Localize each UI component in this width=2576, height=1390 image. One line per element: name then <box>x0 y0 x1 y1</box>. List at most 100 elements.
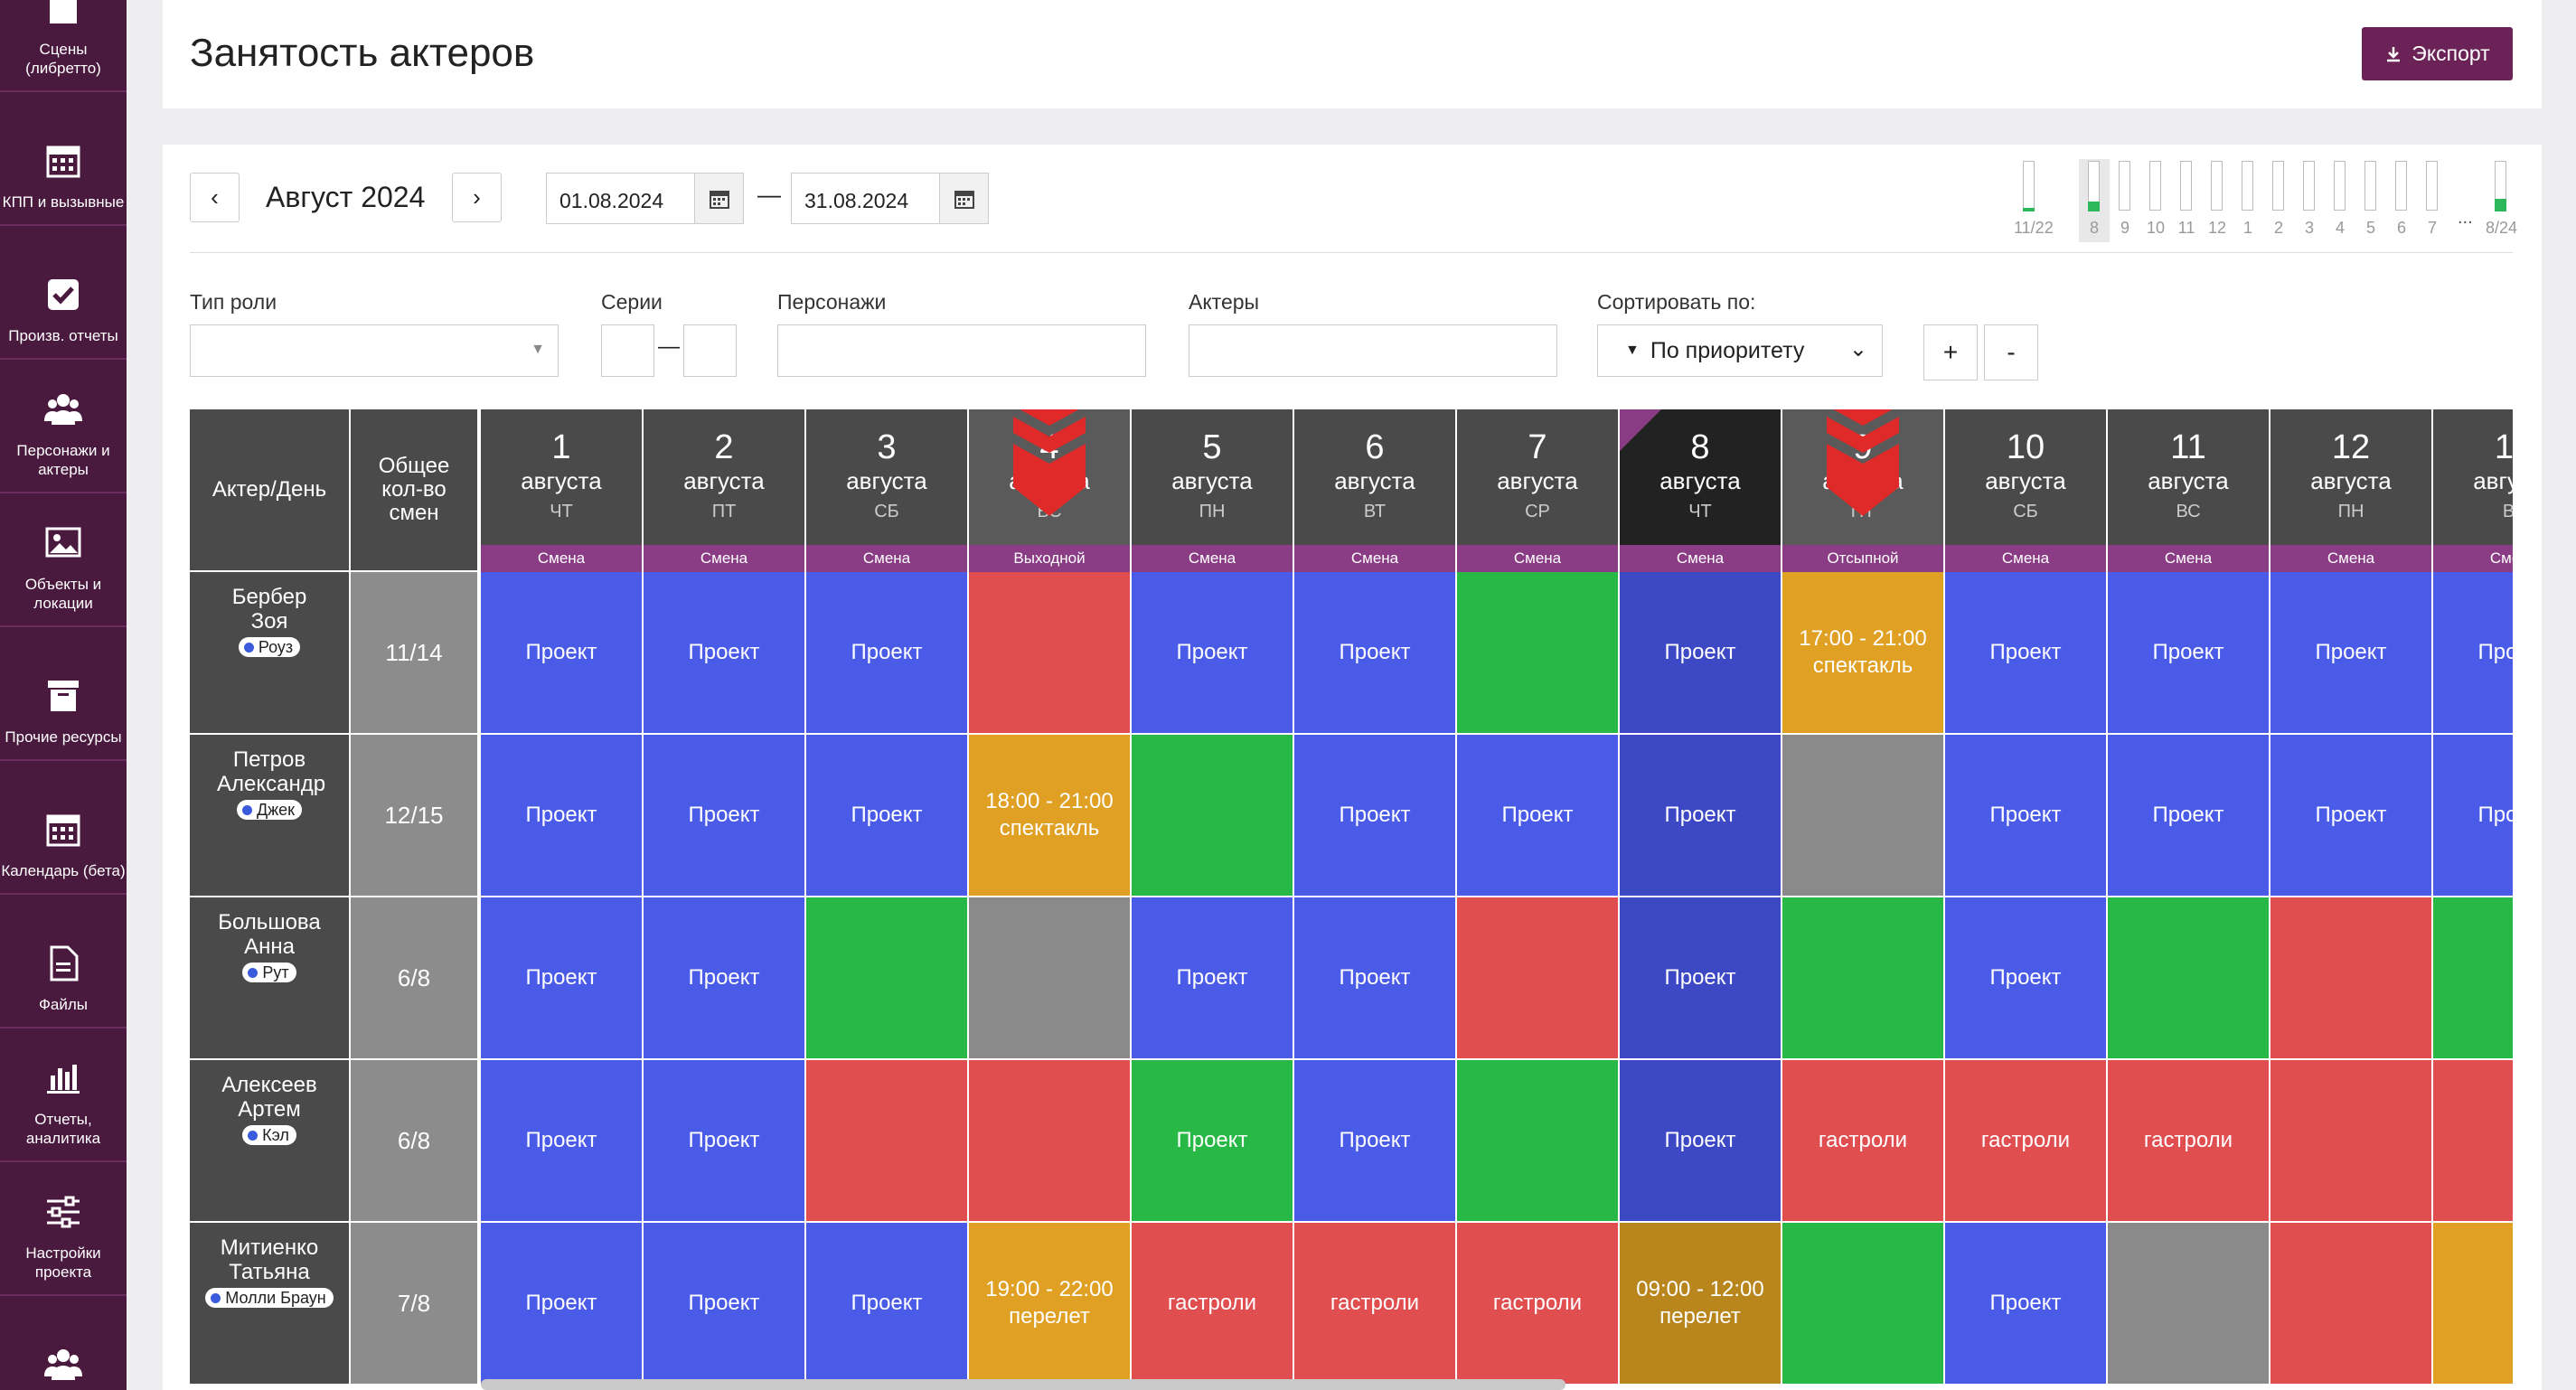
schedule-cell[interactable]: Проект <box>481 1060 642 1221</box>
zoom-in-button[interactable]: + <box>1923 324 1978 380</box>
schedule-cell[interactable]: Проект <box>1620 735 1781 896</box>
schedule-cell[interactable] <box>806 1060 967 1221</box>
schedule-cell[interactable] <box>2270 1223 2431 1384</box>
schedule-cell[interactable]: Проект <box>644 735 804 896</box>
schedule-cell[interactable] <box>1457 1060 1618 1221</box>
schedule-cell[interactable] <box>2433 1060 2513 1221</box>
schedule-cell[interactable] <box>1782 897 1943 1058</box>
day-header[interactable]: 6 августа ВТ Смена <box>1294 409 1455 572</box>
schedule-cell[interactable]: Проект <box>1620 572 1781 733</box>
sidebar-item[interactable]: Произв. отчеты <box>0 228 127 360</box>
schedule-cell[interactable]: 17:00 - 21:00 спектакль <box>1782 572 1943 733</box>
characters-input[interactable] <box>777 324 1146 377</box>
schedule-cell[interactable]: гастроли <box>2108 1060 2269 1221</box>
schedule-cell[interactable]: Проект <box>1294 735 1455 896</box>
schedule-cell[interactable] <box>1457 572 1618 733</box>
schedule-cell[interactable]: Проект <box>481 1223 642 1384</box>
mini-day[interactable]: 7 <box>2417 159 2448 242</box>
schedule-cell[interactable] <box>969 572 1130 733</box>
schedule-cell[interactable]: Проект <box>806 1223 967 1384</box>
schedule-cell[interactable]: гастроли <box>1457 1223 1618 1384</box>
schedule-cell[interactable] <box>806 897 967 1058</box>
actor-name-cell[interactable]: Алексеев Артем Кэл <box>190 1060 349 1221</box>
sidebar-item[interactable]: Отчеты, аналитика <box>0 1030 127 1162</box>
mini-day[interactable]: 4 <box>2325 159 2355 242</box>
schedule-cell[interactable]: Проект <box>1294 897 1455 1058</box>
sidebar-item[interactable]: Настройки проекта <box>0 1164 127 1296</box>
mini-day[interactable]: 6 <box>2386 159 2417 242</box>
schedule-cell[interactable]: Проект <box>1132 1060 1293 1221</box>
schedule-cell[interactable]: 18:00 - 21:00 спектакль <box>969 735 1130 896</box>
schedule-cell[interactable]: Проект <box>2270 572 2431 733</box>
schedule-cell[interactable]: Проект <box>644 897 804 1058</box>
calendar-icon[interactable] <box>939 174 988 223</box>
sidebar-item[interactable]: Сцены (либретто) <box>0 0 127 92</box>
schedule-cell[interactable]: Проект <box>2433 572 2513 733</box>
mini-day[interactable]: 10 <box>2140 159 2171 242</box>
actor-name-cell[interactable]: Петров Александр Джек <box>190 735 349 896</box>
mini-day[interactable]: 5 <box>2355 159 2386 242</box>
schedule-cell[interactable]: Проект <box>1945 897 2106 1058</box>
schedule-cell[interactable]: Проект <box>1294 572 1455 733</box>
schedule-cell[interactable]: Проект <box>1457 735 1618 896</box>
day-header[interactable]: 11 августа ВС Смена <box>2108 409 2269 572</box>
day-header[interactable]: 7 августа СР Смена <box>1457 409 1618 572</box>
actors-input[interactable] <box>1189 324 1557 377</box>
next-month-button[interactable]: › <box>452 173 502 222</box>
schedule-cell[interactable]: Проект <box>1945 1223 2106 1384</box>
schedule-cell[interactable]: гастроли <box>1945 1060 2106 1221</box>
schedule-cell[interactable]: Проект <box>481 572 642 733</box>
schedule-cell[interactable]: 09:00 - 12:00 перелет <box>1620 1223 1781 1384</box>
schedule-cell[interactable]: Проект <box>1132 897 1293 1058</box>
schedule-cell[interactable] <box>1132 735 1293 896</box>
day-header[interactable]: 2 августа ПТ Смена <box>644 409 804 572</box>
schedule-cell[interactable] <box>2270 897 2431 1058</box>
schedule-cell[interactable] <box>969 897 1130 1058</box>
schedule-cell[interactable]: Проект <box>644 572 804 733</box>
sidebar-item[interactable]: Пользователи и <box>0 1298 127 1390</box>
day-header[interactable]: 13августа ВТ Смена <box>2433 409 2513 572</box>
day-header[interactable]: 3 августа СБ Смена <box>806 409 967 572</box>
mini-day[interactable]: 12 <box>2202 159 2233 242</box>
sort-select[interactable]: ▼ По приоритету ⌄ <box>1597 324 1883 377</box>
schedule-cell[interactable] <box>2108 897 2269 1058</box>
schedule-cell[interactable] <box>1782 735 1943 896</box>
schedule-cell[interactable] <box>2108 1223 2269 1384</box>
schedule-cell[interactable]: Проект <box>644 1060 804 1221</box>
day-header[interactable]: 8 августа ЧТ Смена <box>1620 409 1781 572</box>
mini-day[interactable]: 8 <box>2079 159 2110 242</box>
day-header[interactable]: 4августаВСВыходной <box>969 409 1130 572</box>
sidebar-item[interactable]: Объекты и локации <box>0 495 127 627</box>
day-header[interactable]: 1 августа ЧТ Смена <box>481 409 642 572</box>
sidebar-item[interactable]: Календарь (бета) <box>0 763 127 895</box>
sidebar-item[interactable]: Файлы <box>0 897 127 1028</box>
date-from-field[interactable]: 01.08.2024 <box>546 173 744 224</box>
horizontal-scrollbar[interactable] <box>481 1379 1565 1390</box>
schedule-cell[interactable]: Проект <box>1620 1060 1781 1221</box>
schedule-cell[interactable] <box>969 1060 1130 1221</box>
date-to-field[interactable]: 31.08.2024 <box>791 173 989 224</box>
schedule-cell[interactable]: Проект <box>806 572 967 733</box>
schedule-cell[interactable] <box>2433 1223 2513 1384</box>
schedule-cell[interactable]: гастроли <box>1294 1223 1455 1384</box>
schedule-cell[interactable]: Проект <box>806 735 967 896</box>
zoom-out-button[interactable]: - <box>1984 324 2038 380</box>
schedule-cell[interactable] <box>1782 1223 1943 1384</box>
mini-day[interactable]: 1 <box>2233 159 2263 242</box>
sidebar-item[interactable]: Персонажи и актеры <box>0 362 127 493</box>
day-header[interactable]: 10 августа СБ Смена <box>1945 409 2106 572</box>
schedule-cell[interactable]: гастроли <box>1782 1060 1943 1221</box>
schedule-cell[interactable]: Проект <box>1620 897 1781 1058</box>
schedule-cell[interactable]: Проект <box>644 1223 804 1384</box>
mini-day[interactable]: 3 <box>2294 159 2325 242</box>
sidebar-item[interactable]: КПП и вызывные <box>0 94 127 226</box>
schedule-cell[interactable]: Проект <box>481 735 642 896</box>
schedule-cell[interactable]: Проект <box>2108 572 2269 733</box>
actor-name-cell[interactable]: Бербер Зоя Роуз <box>190 572 349 733</box>
series-from-input[interactable] <box>601 324 654 377</box>
mini-day[interactable]: 9 <box>2110 159 2140 242</box>
mini-day[interactable]: 11 <box>2171 159 2202 242</box>
mini-day[interactable]: 2 <box>2263 159 2294 242</box>
schedule-cell[interactable]: Проект <box>1294 1060 1455 1221</box>
export-button[interactable]: Экспорт <box>2362 27 2513 80</box>
